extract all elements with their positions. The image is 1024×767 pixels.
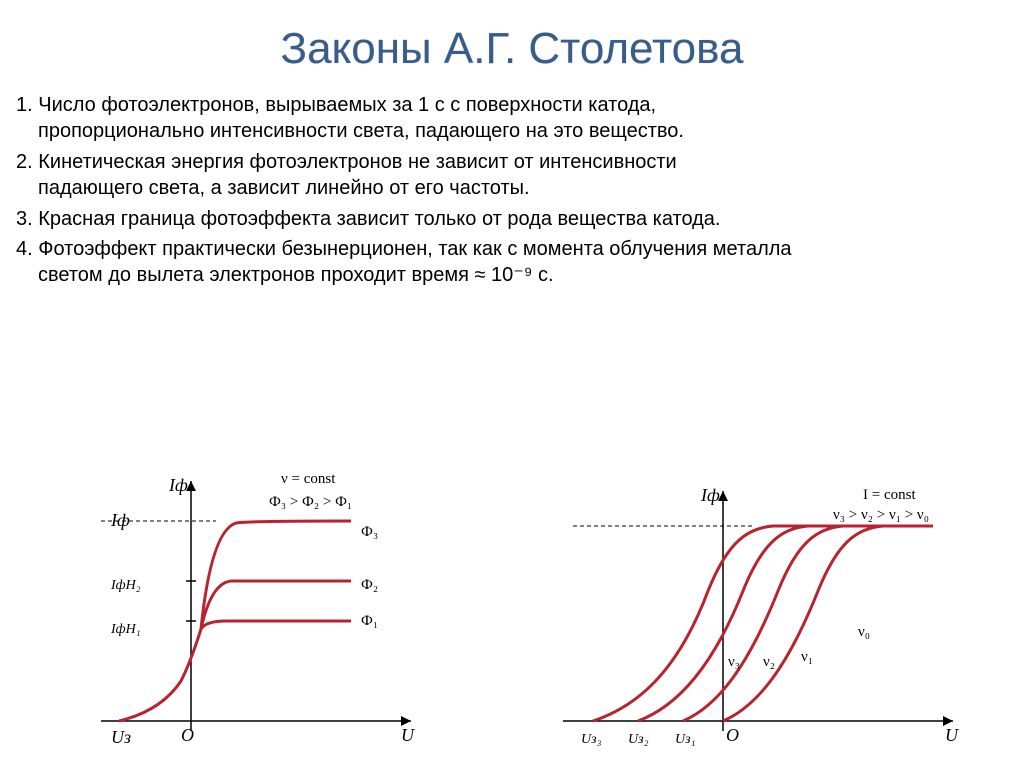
chart2-nu3: ν₃ (728, 654, 740, 670)
chart2-uz3: Uз₃ (581, 732, 602, 747)
law-4-line1: Фотоэффект практически безынерционен, та… (38, 238, 791, 260)
law-2-line1: Кинетическая энергия фотоэлектронов не з… (38, 151, 676, 173)
chart1-ytick-0: Iф (110, 510, 130, 530)
chart2-nu2: ν₂ (763, 654, 775, 670)
chart2-rel: ν₃ > ν₂ > ν₁ > ν₀ (833, 507, 929, 523)
chart1-ylabel: Iф (168, 475, 188, 495)
law-1: 1. Число фотоэлектронов, вырываемых за 1… (16, 92, 1008, 145)
law-4-num: 4. (16, 238, 33, 260)
charts-row: Iф U O Uз ν = const Ф₃ > Ф₂ > Ф₁ Iф IфH₂… (0, 461, 1024, 767)
law-3: 3. Красная граница фотоэффекта зависит т… (16, 206, 1008, 232)
law-2: 2. Кинетическая энергия фотоэлектронов н… (16, 149, 1008, 202)
chart2-uz1: Uз₁ (675, 732, 695, 747)
chart1-ytick-1: IфH₂ (110, 578, 141, 593)
chart1-axes (101, 481, 411, 731)
chart2-nu0: ν₀ (858, 624, 870, 640)
chart-left-svg: Iф U O Uз ν = const Ф₃ > Ф₂ > Ф₁ Iф IфH₂… (51, 461, 431, 767)
chart1-uz: Uз (111, 727, 131, 747)
chart-right: Iф U O I = const ν₃ > ν₂ > ν₁ > ν₀ Uз₃ U… (533, 471, 973, 767)
chart1-curve-label-2: Ф₁ (361, 613, 378, 629)
chart2-xlabel: U (945, 725, 959, 745)
law-2-line2: падающего света, а зависит линейно от ег… (16, 175, 1008, 201)
chart1-curve-label-0: Ф₃ (361, 524, 378, 540)
chart1-curves (119, 521, 351, 721)
chart2-curves (593, 526, 933, 721)
law-1-line2: пропорционально интенсивности света, пад… (16, 118, 1008, 144)
chart1-cond: ν = const (281, 471, 336, 487)
chart2-cond: I = const (863, 487, 916, 503)
chart1-rel: Ф₃ > Ф₂ > Ф₁ (269, 494, 352, 510)
chart-right-svg: Iф U O I = const ν₃ > ν₂ > ν₁ > ν₀ Uз₃ U… (533, 471, 973, 767)
law-1-num: 1. (16, 94, 33, 116)
law-2-num: 2. (16, 151, 33, 173)
law-3-num: 3. (16, 208, 33, 230)
chart1-curve-label-1: Ф₂ (361, 577, 378, 593)
slide-title: Законы А.Г. Столетова (0, 24, 1024, 74)
law-1-line1: Число фотоэлектронов, вырываемых за 1 с … (38, 94, 656, 116)
chart-left: Iф U O Uз ν = const Ф₃ > Ф₂ > Ф₁ Iф IфH₂… (51, 461, 431, 767)
law-3-line1: Красная граница фотоэффекта зависит толь… (38, 208, 720, 230)
slide: Законы А.Г. Столетова 1. Число фотоэлект… (0, 24, 1024, 767)
law-4-line2: светом до вылета электронов проходит вре… (16, 262, 1008, 288)
chart2-uz2: Uз₂ (628, 732, 649, 747)
chart1-ytick-2: IфH₁ (110, 622, 141, 637)
chart1-origin: O (181, 725, 194, 745)
laws-list: 1. Число фотоэлектронов, вырываемых за 1… (16, 92, 1008, 289)
chart2-nu1: ν₁ (801, 649, 813, 665)
chart2-ylabel: Iф (700, 485, 720, 505)
chart1-xlabel: U (401, 725, 415, 745)
chart2-origin: O (726, 725, 739, 745)
law-4: 4. Фотоэффект практически безынерционен,… (16, 236, 1008, 289)
